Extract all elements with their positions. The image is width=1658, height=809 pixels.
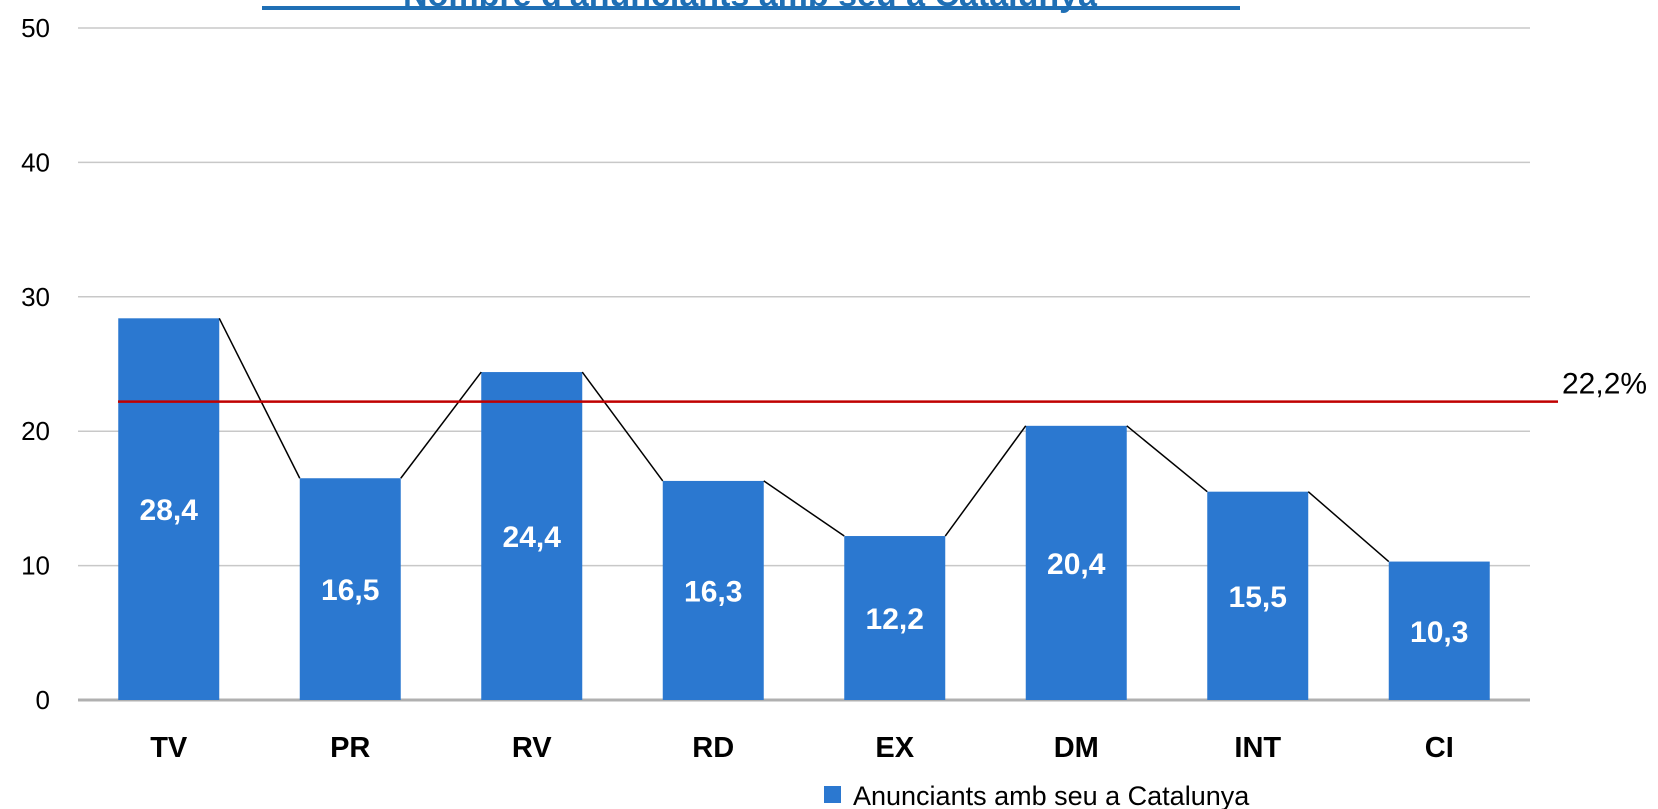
data-label: 10,3 [1410, 616, 1468, 649]
y-tick-label: 40 [21, 147, 50, 177]
bar [662, 480, 764, 700]
bars [118, 318, 1490, 700]
data-label: 15,5 [1229, 581, 1287, 614]
connector-line [400, 371, 482, 479]
y-tick-label: 50 [21, 13, 50, 43]
bar [1388, 561, 1490, 700]
y-tick-label: 10 [21, 551, 50, 581]
connector-line [944, 425, 1027, 537]
data-labels: 28,4 16,5 24,4 16,3 12,2 20,4 15,5 10,3 [140, 494, 1469, 649]
data-label: 28,4 [140, 494, 199, 527]
x-tick-label: CI [1425, 732, 1454, 764]
connector-line [218, 317, 301, 479]
x-tick-label: PR [330, 732, 370, 764]
data-label: 24,4 [503, 521, 562, 554]
legend-swatch [824, 786, 841, 803]
connector-line [763, 480, 845, 537]
y-tick-label: 20 [21, 416, 50, 446]
connector-lines [218, 317, 1390, 563]
reference-line-group: 22,2% [118, 368, 1647, 403]
reference-line-label: 22,2% [1562, 368, 1647, 401]
connector-line [581, 371, 664, 482]
bar [118, 318, 220, 700]
grid-lines [78, 27, 1530, 702]
x-tick-label: INT [1234, 732, 1281, 764]
bar [1207, 491, 1309, 700]
x-tick-label: EX [875, 732, 914, 764]
y-tick-label: 0 [36, 685, 50, 715]
x-tick-label: DM [1054, 732, 1099, 764]
legend-label: Anunciants amb seu a Catalunya [853, 781, 1250, 809]
connector-line [1126, 425, 1208, 493]
data-label: 20,4 [1047, 548, 1106, 581]
bar [299, 478, 401, 700]
chart-title-group: Nombre d'anunciants amb seu a Catalunya [262, 0, 1240, 14]
x-tick-label: RD [692, 732, 734, 764]
bar [481, 372, 583, 700]
bar [1025, 425, 1127, 700]
connector-line [1307, 491, 1390, 563]
y-axis-ticks: 0 10 20 30 40 50 [21, 13, 50, 715]
x-tick-label: RV [512, 732, 552, 764]
bar [844, 536, 946, 700]
y-tick-label: 30 [21, 282, 50, 312]
x-tick-label: TV [150, 732, 188, 764]
data-label: 16,3 [684, 575, 742, 608]
legend: Anunciants amb seu a Catalunya [824, 781, 1250, 809]
x-axis-labels: TV PR RV RD EX DM INT CI [150, 732, 1454, 764]
data-label: 16,5 [321, 574, 379, 607]
data-label: 12,2 [866, 603, 924, 636]
